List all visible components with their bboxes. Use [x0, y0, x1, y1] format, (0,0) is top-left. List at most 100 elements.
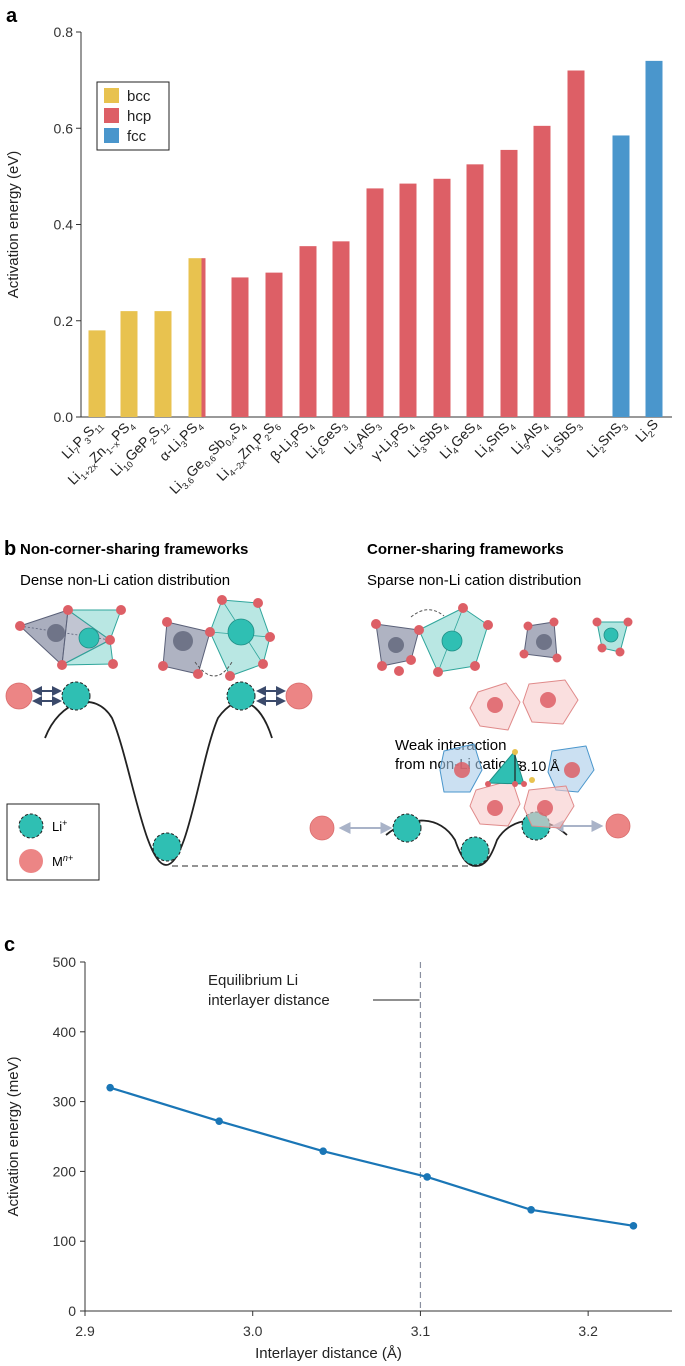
label-subscript: 4 [474, 422, 485, 433]
legend-m-swatch [19, 849, 43, 873]
bar [120, 311, 138, 417]
label-subscript: 3 [552, 444, 563, 455]
crystal-structure-inset [439, 679, 595, 829]
bar [154, 311, 172, 417]
weak-label-line-1: Weak interaction [395, 737, 506, 754]
label-subscript: 3 [390, 439, 401, 450]
bar [332, 241, 350, 417]
category-label: Li2SnS3 [583, 416, 630, 463]
y-tick-label: 500 [53, 954, 77, 970]
bar [500, 149, 518, 417]
label-text: PS [176, 419, 201, 444]
panel-a-label: a [6, 5, 18, 27]
metal-ion [309, 815, 335, 841]
bar [88, 330, 106, 417]
bar [533, 125, 551, 417]
label-subscript: 4 [541, 422, 552, 433]
bar [231, 277, 249, 417]
label-subscript: 4 [407, 422, 418, 433]
x-tick-label: 3.2 [578, 1323, 598, 1339]
y-tick-label: 0.0 [54, 409, 74, 425]
right-title: Corner-sharing frameworks [367, 541, 564, 558]
metal-ion [5, 682, 33, 710]
label-subscript: 4 [128, 422, 139, 433]
schematic-panel-b: b Non-corner-sharing frameworks Dense no… [4, 538, 633, 881]
panel-b-label: b [4, 538, 16, 560]
label-subscript: 4 [508, 422, 519, 433]
legend-li-swatch [18, 813, 44, 839]
label-subscript: 3 [290, 439, 301, 450]
label-text: Zn [235, 439, 258, 462]
label-subscript: x [253, 442, 264, 453]
label-text: SnS [595, 419, 625, 449]
bar [567, 70, 585, 417]
bar [466, 164, 484, 417]
polyhedra-cluster-dense-1 [15, 605, 126, 670]
bar [399, 183, 417, 417]
label-subscript: 3 [620, 422, 631, 433]
label-text: PS [387, 419, 412, 444]
li-ion [392, 813, 422, 843]
right-subtitle: Sparse non-Li cation distribution [367, 572, 581, 589]
series-line [109, 1086, 634, 1227]
label-subscript: 2 [316, 446, 327, 457]
data-point [106, 1083, 114, 1092]
label-subscript: 3 [82, 435, 93, 446]
y-tick-label: 0.6 [54, 120, 74, 136]
bar [265, 272, 283, 417]
category-label: Li4SnS4 [471, 416, 518, 463]
label-text: PS [108, 419, 133, 444]
metal-ion [285, 682, 313, 710]
category-label: Li3SbS3 [538, 416, 585, 463]
legend-m-text: M [52, 854, 63, 869]
tetrahedron-cyan [592, 617, 633, 657]
bar [188, 258, 202, 417]
energy-landscape-deep [44, 701, 273, 866]
label-subscript: 7 [72, 446, 83, 457]
data-point [215, 1117, 223, 1125]
y-tick-label: 100 [53, 1233, 77, 1249]
label-text: SbS [550, 419, 580, 449]
bar [433, 178, 451, 417]
data-point [527, 1205, 535, 1214]
li-ion [152, 832, 182, 862]
interlayer-distance-label: 3.10 Å [519, 758, 560, 774]
y-axis-title: Activation energy (eV) [5, 151, 22, 299]
legend-label: hcp [127, 108, 151, 125]
metal-ion [605, 813, 631, 839]
bar [299, 246, 317, 417]
label-text: S [643, 416, 661, 434]
y-tick-label: 0.2 [54, 313, 74, 329]
polyhedra-cluster-dense-2 [158, 595, 275, 681]
y-tick-label: 200 [53, 1163, 77, 1179]
label-text: Sb [205, 435, 229, 459]
equilibrium-label: Equilibrium Li interlayer distance [208, 972, 330, 1009]
y-tick-label: 400 [53, 1024, 77, 1040]
legend-label: fcc [127, 128, 147, 145]
left-subtitle: Dense non-Li cation distribution [20, 572, 230, 589]
data-point [629, 1222, 638, 1230]
legend-label: bcc [127, 88, 151, 105]
label-text: GeP [122, 433, 153, 464]
legend-m-sup: n+ [63, 853, 73, 863]
label-subscript: 5 [522, 441, 533, 452]
y-tick-label: 0.4 [54, 217, 74, 233]
label-subscript: 3 [374, 422, 385, 433]
label-text: AlS [519, 419, 546, 446]
label-subscript: 3 [179, 439, 190, 450]
label-text: Ge [183, 456, 208, 481]
x-tick-label: 2.9 [75, 1323, 95, 1339]
li-ion [226, 681, 256, 711]
legend-m-label: Mn+ [52, 853, 73, 869]
legend-li-label: Li+ [52, 818, 67, 834]
label-subscript: 4 [239, 422, 250, 433]
label-text: γ-Li [368, 436, 395, 463]
legend-li-text: Li [52, 819, 62, 834]
label-text: Zn [86, 443, 109, 466]
label-subscript: 6 [273, 422, 284, 433]
x-tick-label: 3.1 [411, 1323, 431, 1339]
category-label: Li2S [632, 416, 663, 447]
legend-swatch [104, 108, 119, 123]
